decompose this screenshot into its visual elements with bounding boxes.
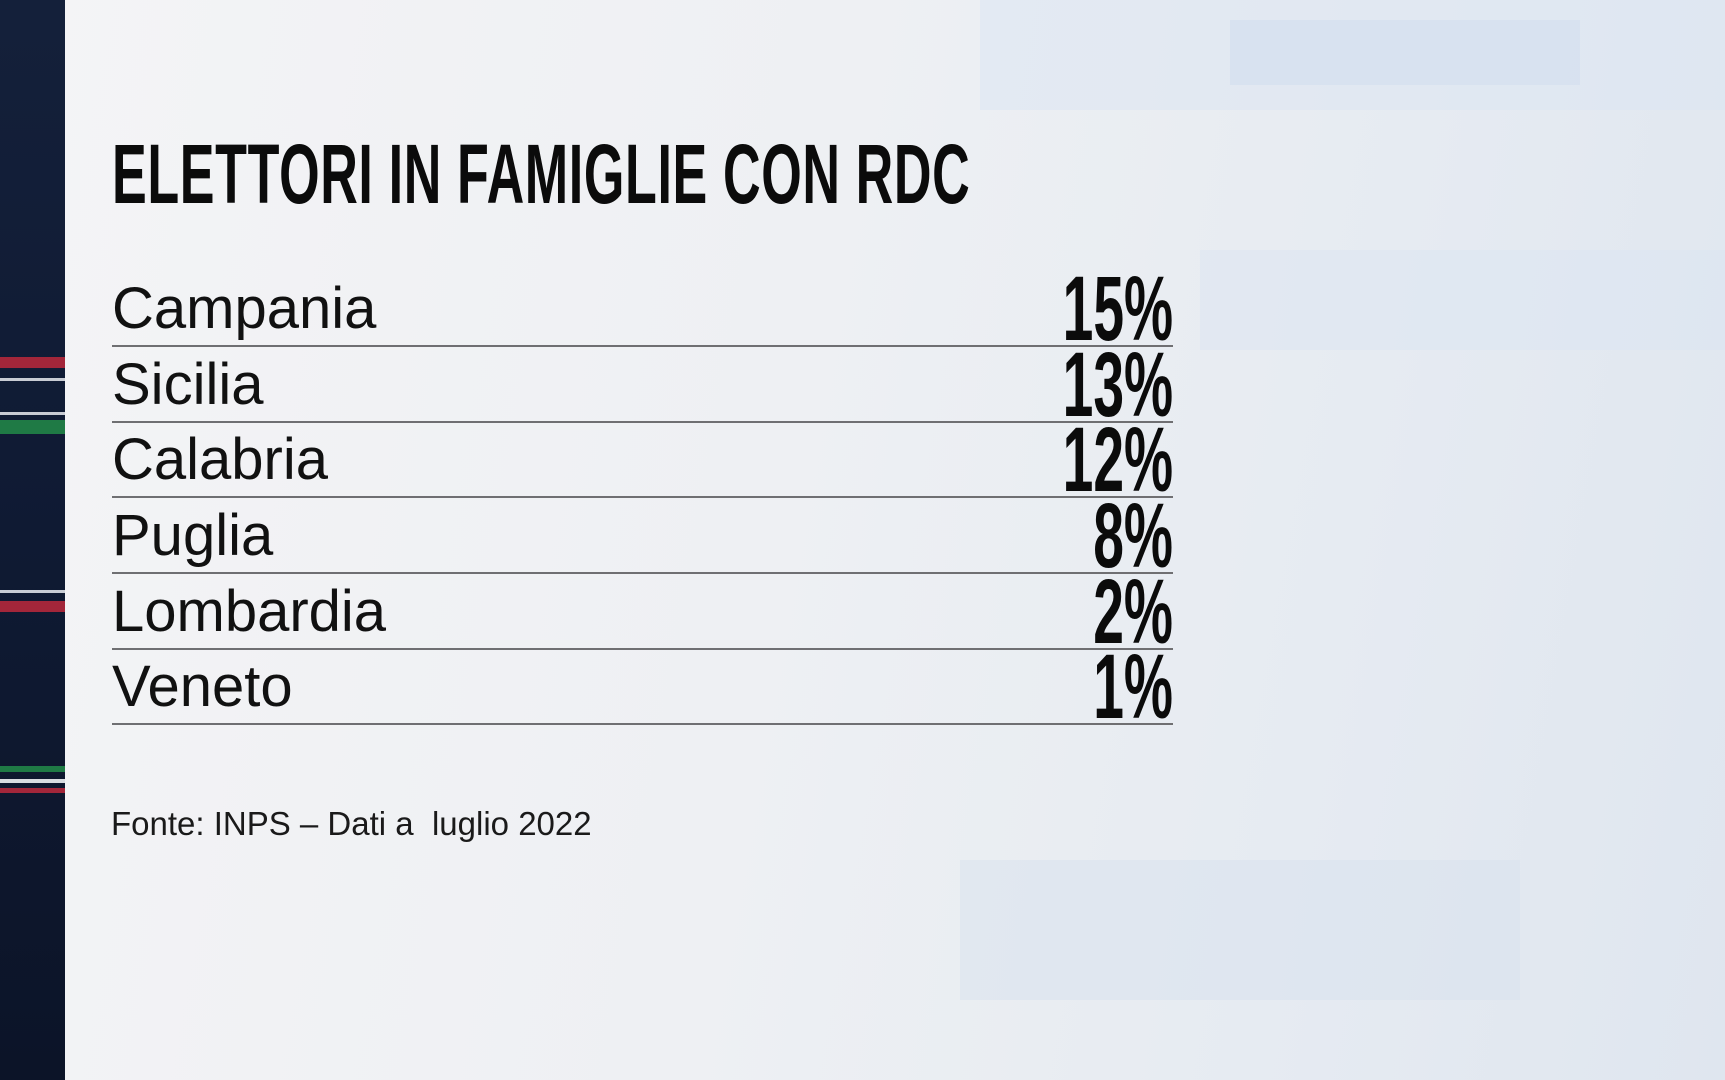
stripe-white: [0, 590, 65, 593]
table-row: Calabria 12%: [112, 409, 1173, 511]
left-sidebar-strip: [0, 0, 65, 1080]
region-label: Puglia: [112, 503, 274, 568]
stripe-red: [0, 601, 65, 612]
region-label: Calabria: [112, 427, 328, 492]
percent-value: 13%: [1062, 334, 1173, 436]
percent-value: 12%: [1062, 409, 1173, 511]
stripe-white: [0, 412, 65, 415]
table-row: Lombardia 2%: [112, 561, 1173, 663]
table-row: Veneto 1%: [112, 636, 1173, 738]
background-shape: [1200, 250, 1725, 350]
background-shape: [960, 860, 1520, 1000]
background-shape: [1230, 20, 1580, 85]
stripe-white: [0, 779, 65, 783]
table-row: Sicilia 13%: [112, 334, 1173, 436]
source-note: Fonte: INPS – Dati a luglio 2022: [111, 805, 592, 842]
percent-value: 15%: [1062, 258, 1173, 360]
region-label: Campania: [112, 276, 377, 341]
stripe-red: [0, 788, 65, 793]
chart-title: ELETTORI IN FAMIGLIE CON RDC: [112, 127, 971, 221]
region-label: Lombardia: [112, 579, 387, 644]
stripe-green: [0, 420, 65, 434]
percent-value: 2%: [1093, 561, 1173, 663]
percent-value: 1%: [1093, 636, 1173, 738]
table-row: Puglia 8%: [112, 485, 1173, 587]
region-label: Sicilia: [112, 352, 264, 417]
stripe-red: [0, 357, 65, 368]
stripe-white: [0, 378, 65, 381]
percent-value: 8%: [1093, 485, 1173, 587]
table-row: Campania 15%: [112, 258, 1173, 360]
stripe-green: [0, 766, 65, 772]
region-label: Veneto: [112, 654, 293, 719]
